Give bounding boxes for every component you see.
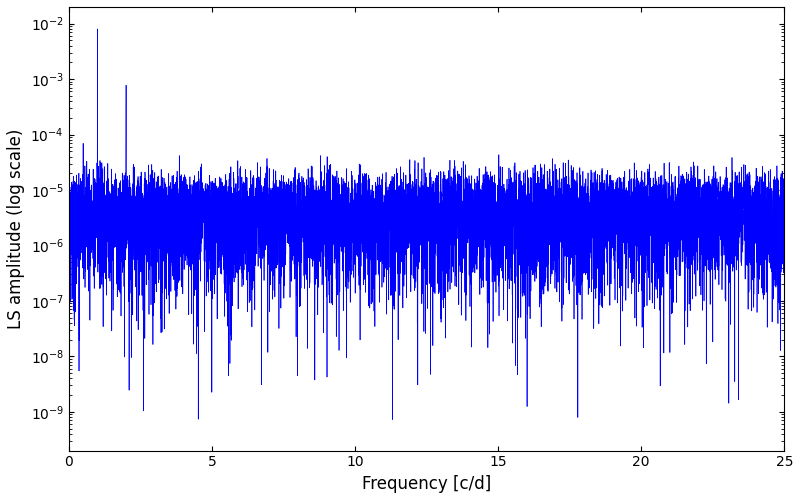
X-axis label: Frequency [c/d]: Frequency [c/d] [362,475,491,493]
Y-axis label: LS amplitude (log scale): LS amplitude (log scale) [7,128,25,329]
